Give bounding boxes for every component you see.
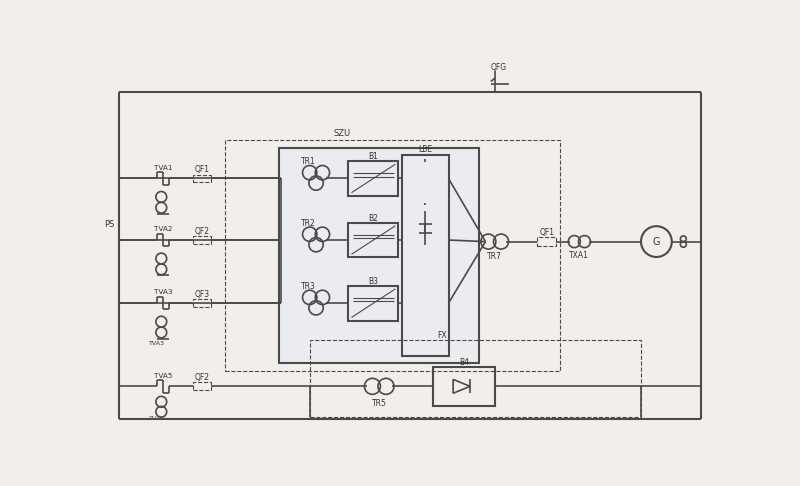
Bar [349, 223, 398, 258]
Text: B2: B2 [369, 213, 378, 223]
Bar [193, 382, 211, 390]
Bar [310, 340, 641, 417]
Text: TVA3: TVA3 [154, 289, 172, 295]
Text: QF2: QF2 [194, 373, 210, 382]
Text: TVA2: TVA2 [154, 226, 172, 232]
Text: TR2: TR2 [301, 219, 316, 227]
Text: B4: B4 [459, 358, 469, 367]
Text: TVA5: TVA5 [149, 416, 165, 421]
Text: TVA3: TVA3 [149, 341, 165, 346]
Bar [193, 299, 211, 307]
Bar [193, 236, 211, 244]
Text: QF1: QF1 [539, 228, 554, 237]
Bar [349, 161, 398, 196]
Bar [226, 140, 560, 371]
Text: SZU: SZU [334, 129, 351, 139]
Bar [433, 367, 494, 406]
Text: QF3: QF3 [194, 290, 210, 299]
Text: TR7: TR7 [487, 253, 502, 261]
Text: B1: B1 [369, 152, 378, 161]
Text: B3: B3 [369, 277, 378, 286]
Text: G: G [653, 237, 660, 246]
Text: TR1: TR1 [301, 157, 316, 166]
Text: TVA5: TVA5 [154, 373, 172, 379]
Text: TR5: TR5 [372, 399, 386, 408]
Text: QF2: QF2 [194, 227, 210, 236]
Text: QF1: QF1 [194, 165, 210, 174]
Text: TXA1: TXA1 [570, 251, 590, 260]
Bar [193, 174, 211, 182]
Text: TVA1: TVA1 [154, 165, 172, 171]
Bar [537, 237, 556, 246]
Text: PS: PS [105, 220, 115, 229]
Bar [349, 286, 398, 320]
Bar [402, 156, 449, 356]
Text: QFG: QFG [490, 63, 506, 72]
Text: TR3: TR3 [301, 282, 316, 291]
Text: LBE: LBE [418, 145, 433, 155]
Bar [279, 148, 479, 363]
Text: FX: FX [438, 331, 447, 340]
